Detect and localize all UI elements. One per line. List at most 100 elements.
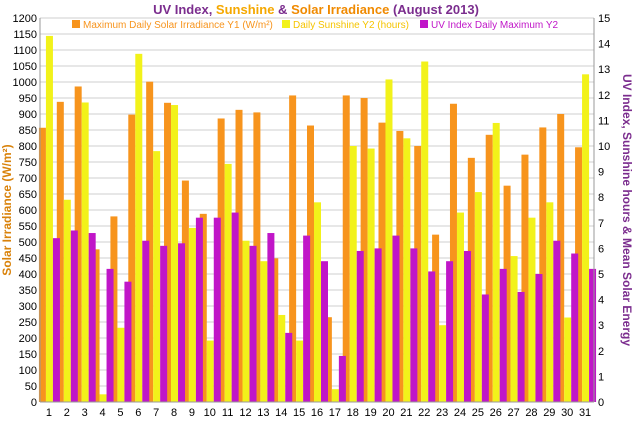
bar-3 <box>356 250 364 402</box>
bar-3 <box>88 233 96 402</box>
bar-3 <box>52 238 60 402</box>
bar-1 <box>557 114 565 402</box>
bar-2 <box>582 74 590 402</box>
x-axis: 1 2 3 4 5 6 7 8 9 10 11 12 13 14 15 16 17 18 19 20 21 22 23 24 2… <box>40 401 594 419</box>
y-left-tick-label: 750 <box>19 157 37 169</box>
x-tick-label: 3 <box>82 407 88 419</box>
bar-1 <box>396 130 404 402</box>
bar-3 <box>589 268 597 402</box>
bar-2 <box>385 79 393 402</box>
y-left-tick-label: 550 <box>19 221 37 233</box>
y-right-tick-label: 4 <box>598 295 604 307</box>
chart-title-part: (August 2013) <box>389 2 479 17</box>
bar-2 <box>439 325 447 402</box>
bar-2 <box>260 261 268 402</box>
bar-2 <box>564 317 572 402</box>
bar-2 <box>492 122 500 403</box>
x-tick-label: 2 <box>64 407 70 419</box>
bar-3 <box>428 271 436 402</box>
bar-2 <box>63 199 71 402</box>
bar-1 <box>146 81 154 403</box>
y-left-tick-label: 500 <box>19 237 37 249</box>
x-tick-label: 27 <box>507 407 519 419</box>
y-right-tick-label: 2 <box>598 346 604 358</box>
bar-2 <box>99 394 107 402</box>
y-left-tick-label: 450 <box>19 253 37 265</box>
bar-2 <box>242 240 250 402</box>
x-tick-label: 4 <box>99 407 105 419</box>
bar-3 <box>463 250 471 402</box>
y-left-tick-label: 600 <box>19 205 37 217</box>
x-tick-label: 1 <box>46 407 52 419</box>
x-tick-label: 20 <box>382 407 394 419</box>
y-right-tick-label: 9 <box>598 167 604 179</box>
bar-1 <box>432 234 440 402</box>
bar-2 <box>135 53 143 403</box>
x-tick-label: 10 <box>204 407 216 419</box>
legend-label: Daily Sunshine Y2 (hours) <box>293 20 409 31</box>
bar-3 <box>303 235 311 402</box>
bar-3 <box>481 294 489 402</box>
x-tick-label: 7 <box>153 407 159 419</box>
chart-title-part: UV Index <box>153 2 209 17</box>
bar-3 <box>178 243 186 402</box>
bar-2 <box>171 105 179 402</box>
chart-title-part: Solar Irradiance <box>291 2 389 17</box>
bar-1 <box>235 109 243 402</box>
bar-2 <box>224 163 232 402</box>
x-tick-label: 29 <box>543 407 555 419</box>
x-tick-label: 6 <box>135 407 141 419</box>
x-tick-label: 13 <box>257 407 269 419</box>
y-right-tick-label: 8 <box>598 192 604 204</box>
bar-2 <box>153 151 161 402</box>
legend-label: Maximum Daily Solar Irradiance Y1 (W/m²) <box>83 20 273 31</box>
bar-1 <box>575 147 583 402</box>
x-tick-label: 9 <box>189 407 195 419</box>
y-left-tick-label: 300 <box>19 301 37 313</box>
y-left-tick-label: 1000 <box>13 77 37 89</box>
bar-1 <box>38 127 46 402</box>
x-tick-label: 15 <box>293 407 305 419</box>
y-left-tick-label: 150 <box>19 349 37 361</box>
bar-3 <box>321 261 328 402</box>
bar-1 <box>164 102 172 403</box>
x-tick-label: 30 <box>561 407 573 419</box>
bar-2 <box>456 212 464 402</box>
x-tick-label: 23 <box>436 407 448 419</box>
y-right-tick-label: 13 <box>598 64 610 76</box>
bar-1 <box>324 317 332 402</box>
legend-swatch <box>72 20 80 28</box>
x-tick-label: 11 <box>222 407 233 419</box>
bar-1 <box>271 258 279 402</box>
y-right-tick-label: 11 <box>598 115 609 127</box>
x-tick-label: 24 <box>454 407 466 419</box>
bar-1 <box>342 95 350 402</box>
bar-2 <box>45 35 53 403</box>
bar-1 <box>521 154 529 402</box>
bar-2 <box>474 192 482 402</box>
y-left-tick-label: 0 <box>31 397 37 409</box>
y-left-tick-label: 400 <box>19 269 37 281</box>
bar-3 <box>374 248 382 402</box>
bar-3 <box>410 248 418 402</box>
y-right-tick-label: 7 <box>598 218 604 230</box>
bar-2 <box>421 61 429 403</box>
x-tick-label: 14 <box>275 407 287 419</box>
bar-3 <box>499 268 507 402</box>
bar-3 <box>517 291 525 402</box>
bar-1 <box>74 86 82 402</box>
bar-1 <box>92 249 100 402</box>
chart-title-part: , <box>209 2 216 17</box>
bar-3 <box>195 217 203 402</box>
left-axis: 0 50 100 150 200 250 300 350 400 450 500 550 600 650 7… <box>13 13 41 409</box>
bar-3 <box>571 253 579 402</box>
y-left-tick-label: 800 <box>19 141 37 153</box>
legend-swatch <box>420 20 428 28</box>
legend: Maximum Daily Solar Irradiance Y1 (W/m²)… <box>72 20 559 31</box>
y-left-tick-label: 650 <box>19 189 37 201</box>
bar-3 <box>535 274 543 402</box>
y-left-tick-label: 1100 <box>13 45 37 57</box>
bar-3 <box>267 233 275 402</box>
